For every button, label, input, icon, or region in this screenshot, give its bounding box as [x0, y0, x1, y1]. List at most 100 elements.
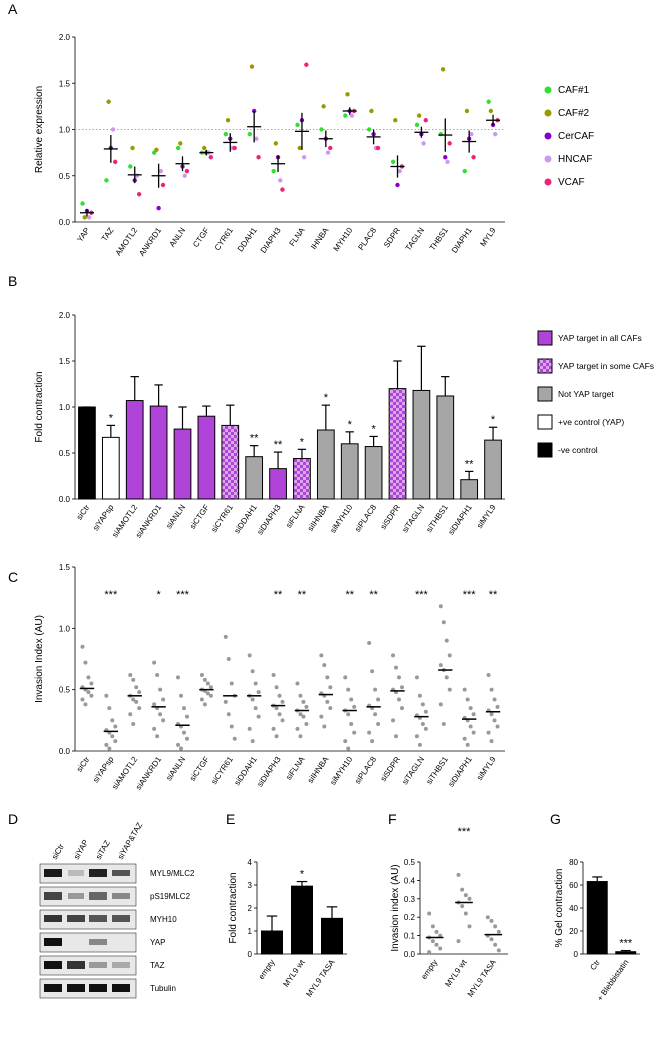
data-point	[253, 706, 258, 711]
data-point	[417, 693, 422, 698]
data-point	[277, 693, 282, 698]
data-point	[208, 693, 213, 698]
x-tick-label: PLAC8	[356, 226, 378, 252]
data-point	[346, 746, 351, 751]
data-point	[349, 697, 354, 702]
band	[44, 984, 62, 992]
data-point	[80, 644, 85, 649]
x-tick-label: empty	[419, 958, 439, 981]
data-point	[253, 681, 258, 686]
data-point	[420, 702, 425, 707]
x-tick-label: MYL9 TASA	[466, 957, 499, 998]
significance-label: **	[250, 433, 259, 445]
x-tick-label: siSDPR	[379, 503, 403, 531]
y-tick-label: 20	[569, 927, 578, 936]
y-tick-label: 1.0	[59, 403, 71, 412]
data-point	[273, 141, 279, 146]
data-point	[301, 699, 306, 704]
y-tick-label: 0.1	[404, 932, 416, 941]
band	[68, 893, 84, 899]
x-tick-label: siCtr	[75, 503, 92, 522]
band	[112, 915, 130, 922]
x-tick-label: siYAPsp	[91, 755, 116, 785]
data-point	[225, 118, 231, 123]
data-point	[346, 712, 351, 717]
x-tick-label: CTGF	[191, 226, 211, 249]
lane-label: siCtr	[50, 842, 66, 861]
data-point	[352, 704, 357, 709]
data-point	[301, 714, 306, 719]
bar	[460, 479, 479, 500]
data-point	[201, 145, 207, 151]
data-point	[486, 99, 491, 104]
lane-labels: siCtr siYAP siTAZ siYAP&TAZ	[50, 821, 144, 861]
data-point	[441, 722, 446, 727]
legend-label: YAP target in some CAFs	[558, 361, 654, 371]
data-point	[391, 718, 396, 723]
x-tick-label: CYR61	[213, 226, 235, 253]
blot-strip	[39, 955, 137, 976]
blot-strip	[39, 886, 137, 907]
data-point	[375, 145, 381, 151]
x-tick-label: MYL9 wt	[443, 957, 469, 988]
blot-strip	[39, 978, 137, 999]
data-point	[274, 685, 279, 690]
y-tick-label: 2.0	[59, 33, 71, 42]
y-tick-label: 0.5	[59, 686, 71, 695]
data-point	[223, 131, 229, 137]
data-point	[181, 730, 186, 735]
significance-label: ***	[619, 938, 633, 950]
data-point	[278, 178, 283, 183]
data-point	[492, 718, 497, 723]
legend-marker	[544, 86, 552, 94]
data-point	[462, 168, 467, 174]
significance-label: *	[300, 436, 305, 448]
data-point	[250, 739, 255, 744]
bar	[484, 439, 502, 500]
y-tick-label: 1.5	[59, 79, 71, 88]
significance-label: *	[109, 412, 114, 424]
data-point	[471, 155, 476, 160]
data-point	[179, 693, 184, 698]
data-point	[493, 942, 498, 947]
bar	[125, 400, 144, 500]
bar	[321, 917, 343, 955]
data-point	[250, 669, 255, 674]
data-point	[131, 697, 136, 702]
data-point	[496, 929, 501, 934]
legend-label: CAF#1	[558, 85, 590, 96]
x-tick-label: siPLAC8	[353, 503, 379, 534]
x-tick-label: ANKRD1	[137, 226, 163, 258]
row-label: Tubulin	[150, 984, 176, 993]
band	[89, 869, 107, 877]
x-tick-label: siCYR61	[209, 755, 235, 786]
data-point	[396, 697, 401, 702]
data-point	[134, 685, 139, 690]
band	[112, 893, 130, 899]
data-point	[438, 933, 443, 938]
legend-marker	[544, 155, 552, 163]
data-point	[328, 145, 333, 151]
data-point	[319, 714, 324, 719]
data-point	[447, 653, 452, 658]
y-tick-label: 0.0	[59, 218, 71, 227]
data-point	[208, 155, 213, 160]
data-point	[434, 929, 439, 934]
significance-label: *	[371, 423, 376, 435]
data-point	[247, 653, 252, 658]
data-point	[438, 604, 443, 609]
data-point	[86, 215, 92, 220]
legend-swatch	[537, 442, 553, 458]
band	[89, 984, 107, 992]
data-point	[295, 726, 300, 731]
data-point	[391, 653, 396, 658]
row-label: pS19MLC2	[150, 892, 191, 901]
significance-label: ***	[176, 589, 190, 601]
data-point	[160, 182, 166, 188]
data-point	[430, 924, 435, 929]
data-point	[496, 948, 501, 953]
data-point	[463, 911, 468, 916]
data-point	[395, 182, 400, 188]
x-tick-label: MYL9	[478, 226, 498, 249]
data-point	[468, 706, 473, 711]
